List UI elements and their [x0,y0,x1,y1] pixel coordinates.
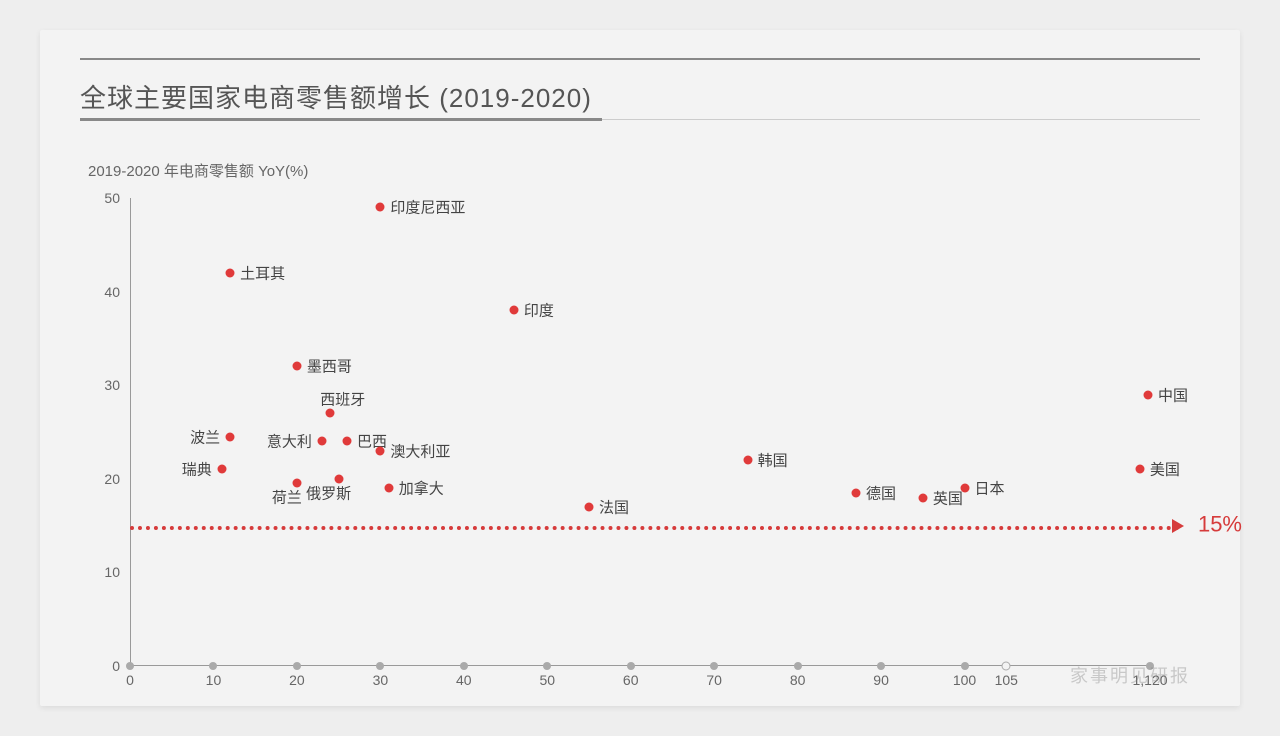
data-label: 意大利 [267,431,312,452]
y-tick-label: 0 [90,658,120,674]
y-tick-label: 20 [90,471,120,487]
data-label: 俄罗斯 [306,482,351,503]
data-point [1135,465,1144,474]
x-tick-dot [710,662,718,670]
rule-under-title-tail [602,119,1200,120]
x-tick-dot [293,662,301,670]
chart-title: 全球主要国家电商零售额增长 (2019-2020) [80,78,592,115]
data-label: 荷兰 [272,487,302,508]
data-label: 印度 [524,300,554,321]
x-tick-dot [460,662,468,670]
x-tick-label: 70 [706,672,722,688]
x-tick-label: 30 [373,672,389,688]
x-tick-dot [126,662,134,670]
x-tick-label: 105 [995,672,1018,688]
x-tick-dot [1002,662,1011,671]
data-label: 加拿大 [399,478,444,499]
x-tick-dot [627,662,635,670]
data-point [342,437,351,446]
reference-line [130,526,1180,530]
x-tick-dot [543,662,551,670]
data-label: 西班牙 [320,389,365,410]
y-tick-label: 40 [90,284,120,300]
y-tick-label: 10 [90,564,120,580]
scatter-plot: 0102030405001020304050607080901001051,12… [130,198,1150,666]
data-point [376,446,385,455]
data-point [317,437,326,446]
y-tick-label: 30 [90,377,120,393]
data-label: 法国 [599,496,629,517]
x-tick-label: 50 [539,672,555,688]
x-tick-dot [376,662,384,670]
data-label: 墨西哥 [307,356,352,377]
x-tick-label: 100 [953,672,976,688]
watermark-text: 家事明见研报 [1070,662,1190,688]
x-tick-label: 0 [126,672,134,688]
data-label: 波兰 [190,426,220,447]
x-tick-label: 10 [206,672,222,688]
data-label: 印度尼西亚 [390,197,465,218]
data-label: 澳大利亚 [390,440,450,461]
rule-under-title [80,118,602,121]
x-tick-dot [961,662,969,670]
data-label: 韩国 [758,450,788,471]
x-tick-dot [209,662,217,670]
data-label: 德国 [866,482,896,503]
data-label: 瑞典 [182,459,212,480]
y-tick-label: 50 [90,190,120,206]
data-point [292,362,301,371]
data-point [376,203,385,212]
chart-card: 全球主要国家电商零售额增长 (2019-2020) 2019-2020 年电商零… [40,30,1240,706]
data-label: 英国 [933,487,963,508]
data-point [217,465,226,474]
data-label: 土耳其 [240,262,285,283]
chart-subtitle: 2019-2020 年电商零售额 YoY(%) [88,160,308,181]
rule-top [80,58,1200,60]
data-point [852,488,861,497]
x-tick-label: 80 [790,672,806,688]
x-tick-label: 20 [289,672,305,688]
y-axis [130,198,131,666]
data-point [226,432,235,441]
data-point [509,306,518,315]
reference-arrow [1172,519,1184,533]
x-tick-dot [794,662,802,670]
data-point [226,268,235,277]
data-point [326,409,335,418]
x-tick-dot [877,662,885,670]
data-point [1143,390,1152,399]
data-point [918,493,927,502]
reference-label: 15% [1198,511,1242,537]
data-label: 中国 [1158,384,1188,405]
data-point [743,456,752,465]
x-tick-label: 90 [873,672,889,688]
x-tick-label: 60 [623,672,639,688]
data-point [585,502,594,511]
data-point [384,484,393,493]
x-tick-label: 40 [456,672,472,688]
data-label: 美国 [1150,459,1180,480]
x-axis [130,665,1150,666]
data-label: 日本 [975,478,1005,499]
